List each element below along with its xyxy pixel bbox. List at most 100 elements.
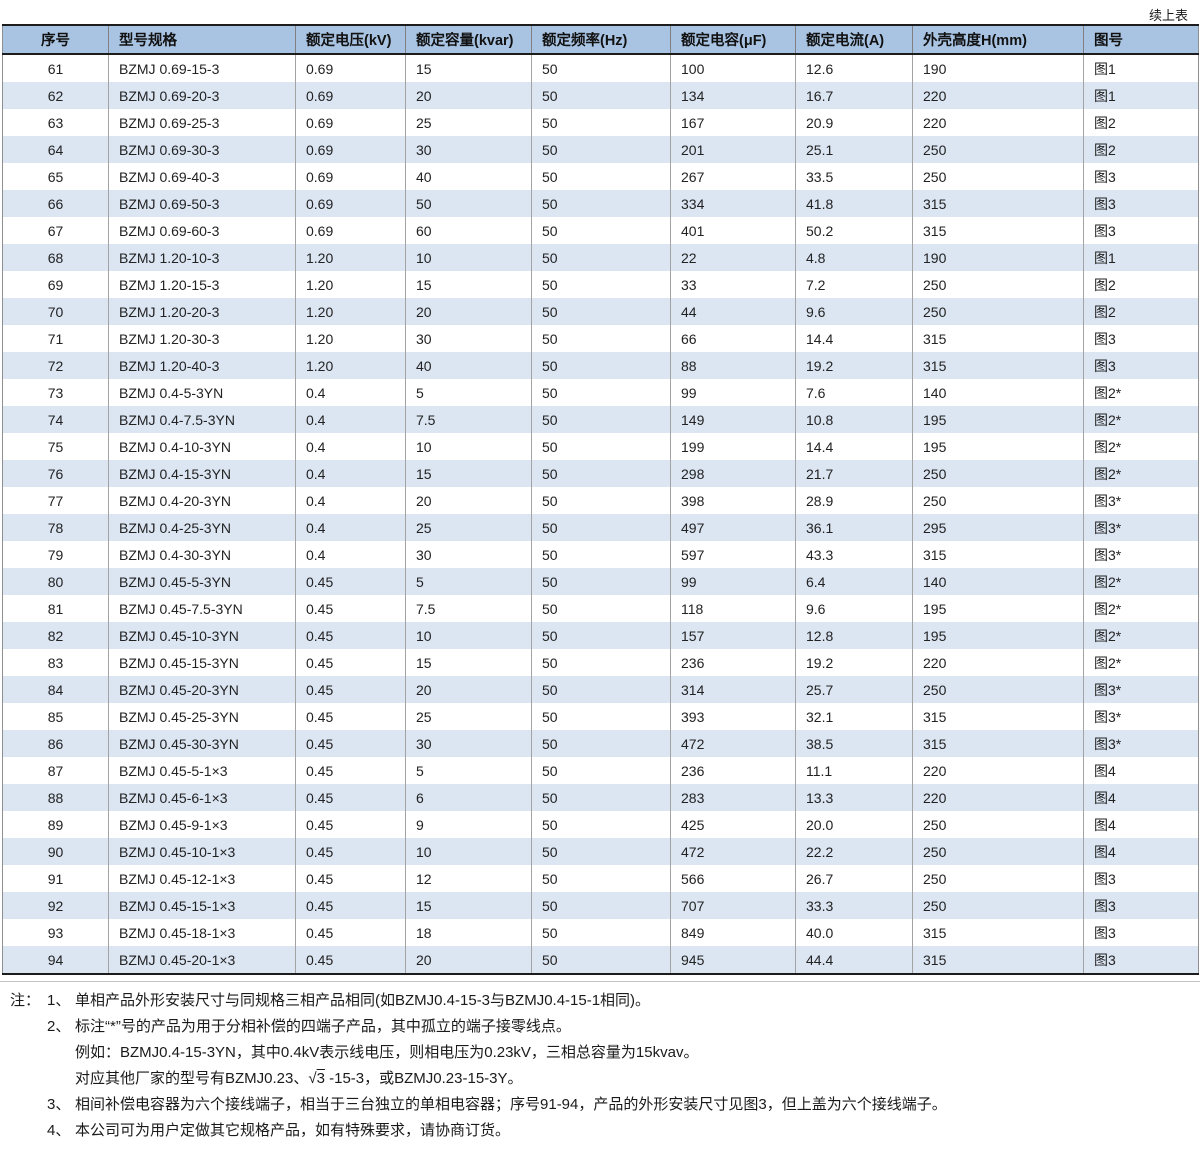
cell-rated-capacity: 6: [405, 784, 532, 811]
cell-rated-capacitance: 597: [670, 541, 796, 568]
cell-serial: 71: [2, 325, 109, 352]
cell-serial: 69: [2, 271, 109, 298]
cell-case-height: 220: [912, 757, 1084, 784]
cell-figure: 图1: [1083, 82, 1199, 109]
note-number: [47, 1066, 75, 1092]
cell-figure: 图3: [1083, 217, 1199, 244]
cell-rated-capacity: 5: [405, 757, 532, 784]
cell-model: BZMJ 0.69-25-3: [108, 109, 296, 136]
cell-case-height: 195: [912, 622, 1084, 649]
cell-rated-capacitance: 401: [670, 217, 796, 244]
table-bottom-divider: [0, 981, 1200, 982]
cell-serial: 72: [2, 352, 109, 379]
cell-rated-frequency: 50: [531, 298, 671, 325]
cell-rated-current: 20.0: [795, 811, 913, 838]
cell-rated-current: 7.6: [795, 379, 913, 406]
column-header-model: 型号规格: [108, 24, 296, 55]
cell-rated-capacitance: 44: [670, 298, 796, 325]
cell-rated-capacity: 10: [405, 433, 532, 460]
cell-figure: 图1: [1083, 54, 1199, 82]
cell-figure: 图2*: [1083, 379, 1199, 406]
cell-rated-capacity: 20: [405, 946, 532, 975]
cell-serial: 75: [2, 433, 109, 460]
table-row: 71 BZMJ 1.20-30-3 1.20 30 50 66 14.4 315 图3: [2, 325, 1199, 352]
cell-case-height: 315: [912, 217, 1084, 244]
table-row: 73 BZMJ 0.4-5-3YN 0.4 5 50 99 7.6 140 图2*: [2, 379, 1199, 406]
cell-rated-current: 12.8: [795, 622, 913, 649]
cell-case-height: 315: [912, 190, 1084, 217]
cell-model: BZMJ 1.20-40-3: [108, 352, 296, 379]
cell-rated-current: 33.3: [795, 892, 913, 919]
cell-case-height: 140: [912, 379, 1084, 406]
cell-rated-capacitance: 99: [670, 568, 796, 595]
column-header-case-height: 外壳高度H(mm): [912, 24, 1084, 55]
cell-serial: 76: [2, 460, 109, 487]
cell-rated-capacitance: 33: [670, 271, 796, 298]
table-row: 84 BZMJ 0.45-20-3YN 0.45 20 50 314 25.7 250 图3*: [2, 676, 1199, 703]
table-row: 69 BZMJ 1.20-15-3 1.20 15 50 33 7.2 250 图2: [2, 271, 1199, 298]
cell-rated-voltage: 1.20: [295, 352, 406, 379]
cell-rated-current: 50.2: [795, 217, 913, 244]
cell-rated-frequency: 50: [531, 703, 671, 730]
cell-rated-voltage: 0.4: [295, 433, 406, 460]
cell-model: BZMJ 0.4-30-3YN: [108, 541, 296, 568]
cell-rated-voltage: 0.45: [295, 784, 406, 811]
cell-figure: 图3*: [1083, 676, 1199, 703]
cell-serial: 88: [2, 784, 109, 811]
cell-rated-capacitance: 134: [670, 82, 796, 109]
cell-rated-capacity: 20: [405, 298, 532, 325]
cell-serial: 83: [2, 649, 109, 676]
cell-rated-voltage: 0.45: [295, 811, 406, 838]
cell-case-height: 250: [912, 811, 1084, 838]
cell-figure: 图2*: [1083, 433, 1199, 460]
cell-rated-capacitance: 157: [670, 622, 796, 649]
cell-rated-capacitance: 398: [670, 487, 796, 514]
table-row: 81 BZMJ 0.45-7.5-3YN 0.45 7.5 50 118 9.6 195 图2*: [2, 595, 1199, 622]
cell-rated-current: 12.6: [795, 54, 913, 82]
cell-rated-voltage: 0.45: [295, 730, 406, 757]
note-line: 对应其他厂家的型号有BZMJ0.23、√3 -15-3，或BZMJ0.23-15…: [10, 1066, 947, 1092]
cell-rated-voltage: 0.69: [295, 136, 406, 163]
cell-rated-voltage: 0.45: [295, 919, 406, 946]
column-header-rated-capacity: 额定容量(kvar): [405, 24, 532, 55]
cell-rated-frequency: 50: [531, 82, 671, 109]
table-row: 89 BZMJ 0.45-9-1×3 0.45 9 50 425 20.0 250 图4: [2, 811, 1199, 838]
cell-rated-capacity: 30: [405, 136, 532, 163]
cell-rated-capacity: 30: [405, 730, 532, 757]
cell-figure: 图2*: [1083, 568, 1199, 595]
cell-rated-capacity: 15: [405, 54, 532, 82]
cell-rated-voltage: 0.69: [295, 163, 406, 190]
table-row: 66 BZMJ 0.69-50-3 0.69 50 50 334 41.8 315 图3: [2, 190, 1199, 217]
table-row: 92 BZMJ 0.45-15-1×3 0.45 15 50 707 33.3 250 图3: [2, 892, 1199, 919]
cell-case-height: 220: [912, 109, 1084, 136]
cell-rated-capacity: 12: [405, 865, 532, 892]
cell-figure: 图3: [1083, 163, 1199, 190]
cell-rated-current: 32.1: [795, 703, 913, 730]
table-row: 94 BZMJ 0.45-20-1×3 0.45 20 50 945 44.4 315 图3: [2, 946, 1199, 975]
cell-rated-capacity: 10: [405, 838, 532, 865]
cell-model: BZMJ 0.45-15-1×3: [108, 892, 296, 919]
cell-figure: 图3*: [1083, 487, 1199, 514]
cell-rated-frequency: 50: [531, 784, 671, 811]
cell-model: BZMJ 1.20-30-3: [108, 325, 296, 352]
cell-figure: 图3*: [1083, 703, 1199, 730]
cell-rated-frequency: 50: [531, 433, 671, 460]
cell-rated-frequency: 50: [531, 568, 671, 595]
cell-case-height: 250: [912, 892, 1084, 919]
cell-rated-voltage: 0.4: [295, 541, 406, 568]
cell-serial: 80: [2, 568, 109, 595]
cell-case-height: 315: [912, 919, 1084, 946]
sqrt-radicand: 3: [316, 1070, 325, 1087]
note-number: 4、: [47, 1122, 71, 1139]
cell-model: BZMJ 0.4-7.5-3YN: [108, 406, 296, 433]
cell-rated-capacity: 15: [405, 649, 532, 676]
cell-case-height: 250: [912, 163, 1084, 190]
note-line: 2、 标注“*”号的产品为用于分相补偿的四端子产品，其中孤立的端子接零线点。: [10, 1014, 947, 1040]
cell-rated-capacitance: 566: [670, 865, 796, 892]
note-number: 3、: [47, 1096, 71, 1113]
cell-model: BZMJ 0.45-10-1×3: [108, 838, 296, 865]
table-row: 61 BZMJ 0.69-15-3 0.69 15 50 100 12.6 190 图1: [2, 54, 1199, 82]
cell-model: BZMJ 1.20-15-3: [108, 271, 296, 298]
cell-rated-frequency: 50: [531, 163, 671, 190]
cell-rated-capacity: 60: [405, 217, 532, 244]
